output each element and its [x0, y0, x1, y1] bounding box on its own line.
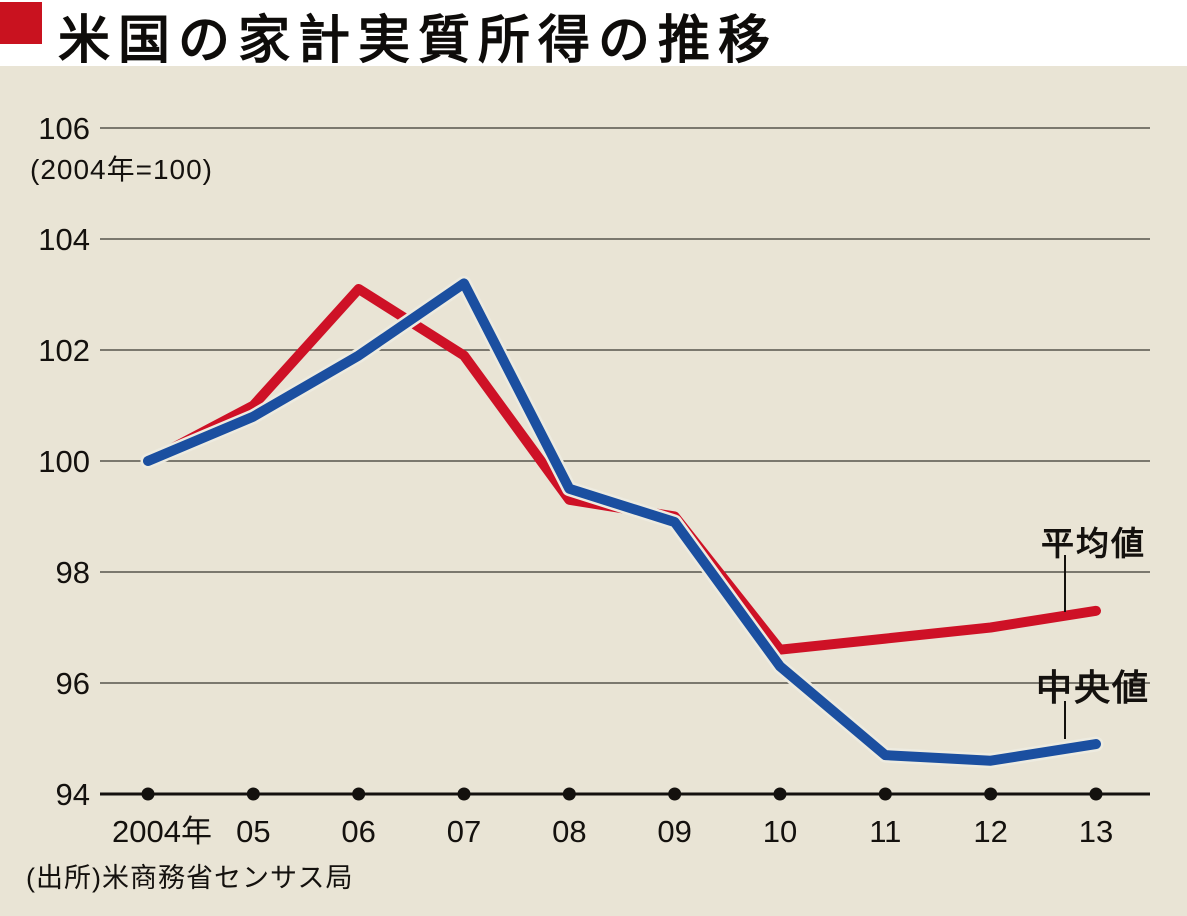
x-tick-label: 12 — [973, 814, 1007, 849]
median-series-label: 中央値 — [1036, 667, 1151, 708]
y-tick-label: 100 — [38, 444, 90, 479]
x-tick-label: 13 — [1079, 814, 1113, 849]
mean-line — [143, 283, 1101, 655]
y-tick-label: 106 — [38, 111, 90, 146]
x-tick-label: 2004年 — [112, 814, 212, 849]
x-tick-label: 06 — [341, 814, 375, 849]
median-line-casing — [140, 275, 1104, 769]
x-tick-label: 10 — [763, 814, 797, 849]
x-tick-label: 05 — [236, 814, 270, 849]
x-axis-dot — [457, 787, 471, 801]
y-tick-label: 94 — [56, 777, 90, 812]
title-bar: 米国の家計実質所得の推移 — [0, 0, 1187, 70]
median-line — [143, 278, 1101, 766]
x-axis-dot — [246, 787, 260, 801]
x-axis-dot — [773, 787, 787, 801]
x-axis-dot — [1089, 787, 1103, 801]
x-axis-dot — [141, 787, 155, 801]
mean-series-label: 平均値 — [1041, 525, 1146, 562]
x-axis-dot — [984, 787, 998, 801]
title-bullet-marker — [0, 2, 42, 44]
index-base-note: (2004年=100) — [30, 154, 214, 185]
y-tick-label: 96 — [56, 666, 90, 701]
line-chart: 106 104 102 100 98 96 94 2004年 05 06 07 08 09 10 11 12 1… — [38, 111, 1150, 849]
y-tick-label: 104 — [38, 222, 90, 257]
x-tick-label: 09 — [657, 814, 691, 849]
x-axis-dot — [562, 787, 576, 801]
x-axis-dot — [878, 787, 892, 801]
x-tick-label: 07 — [447, 814, 481, 849]
median-label-leader-line — [1064, 701, 1066, 739]
y-tick-label: 98 — [56, 555, 90, 590]
y-tick-label: 102 — [38, 333, 90, 368]
source-note: (出所)米商務省センサス局 — [26, 863, 354, 893]
x-axis-dot — [352, 787, 366, 801]
x-tick-label: 08 — [552, 814, 586, 849]
mean-label-leader-line — [1064, 555, 1066, 612]
x-tick-label: 11 — [869, 814, 901, 849]
page-title: 米国の家計実質所得の推移 — [58, 12, 779, 70]
x-axis-dot — [668, 787, 682, 801]
